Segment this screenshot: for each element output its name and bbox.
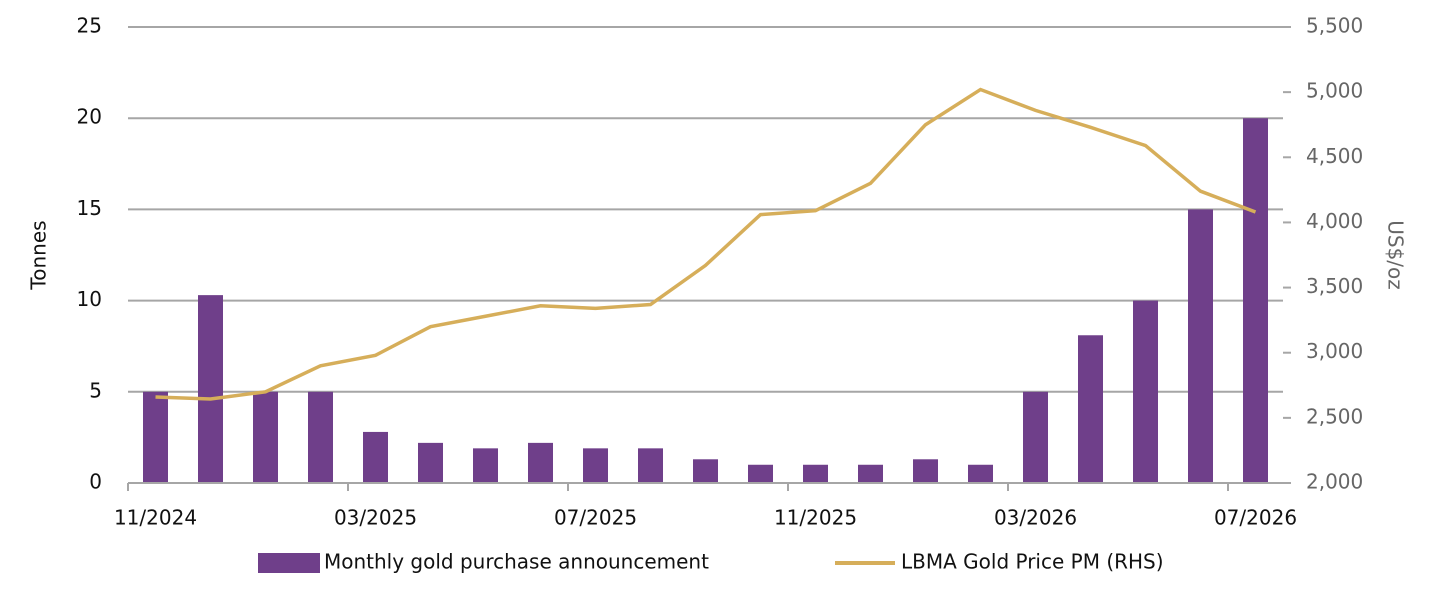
y2-tick-label: 5,000 — [1306, 79, 1363, 103]
y-tick-label: 15 — [77, 196, 102, 220]
bar — [1023, 391, 1048, 483]
bar — [253, 391, 278, 483]
y-axis-title: Tonnes — [27, 220, 51, 290]
y2-tick-label: 5,500 — [1306, 14, 1363, 38]
legend-label: Monthly gold purchase announcement — [324, 550, 709, 574]
legend-label: LBMA Gold Price PM (RHS) — [901, 550, 1164, 574]
bar — [693, 459, 718, 483]
y2-tick-label: 4,000 — [1306, 209, 1363, 233]
x-tick-label: 11/2024 — [114, 506, 197, 530]
bar — [858, 464, 883, 483]
bar — [583, 448, 608, 483]
x-tick-label: 07/2026 — [1214, 506, 1297, 530]
y2-tick-label: 3,500 — [1306, 274, 1363, 298]
x-tick-label: 03/2026 — [994, 506, 1077, 530]
bar — [363, 431, 388, 483]
bar — [1243, 118, 1268, 483]
y-tick-label: 0 — [89, 470, 102, 494]
y2-tick-label: 4,500 — [1306, 144, 1363, 168]
bar — [1133, 300, 1158, 483]
bar — [198, 295, 223, 483]
x-tick-label: 07/2025 — [554, 506, 637, 530]
y-tick-label: 20 — [77, 105, 102, 129]
bar — [803, 464, 828, 483]
line — [155, 87, 1257, 401]
bar — [143, 391, 168, 483]
legend-swatch — [258, 553, 320, 573]
y-tick-label: 5 — [89, 378, 102, 402]
x-tick-label: 11/2025 — [774, 506, 857, 530]
bar — [968, 464, 993, 483]
bar — [748, 464, 773, 483]
bar — [1188, 209, 1213, 483]
y2-axis-title: US$/oz — [1384, 220, 1408, 290]
bar — [418, 442, 443, 483]
y2-tick-label: 2,000 — [1306, 470, 1363, 494]
bar — [473, 448, 498, 483]
bar — [913, 459, 938, 483]
bar — [1078, 335, 1103, 483]
bar — [308, 391, 333, 483]
y-tick-label: 10 — [77, 287, 102, 311]
x-tick-label: 03/2025 — [334, 506, 417, 530]
y2-tick-label: 3,000 — [1306, 339, 1363, 363]
bar — [528, 442, 553, 483]
y-tick-label: 25 — [77, 14, 102, 38]
y2-tick-label: 2,500 — [1306, 404, 1363, 428]
bar — [638, 448, 663, 483]
